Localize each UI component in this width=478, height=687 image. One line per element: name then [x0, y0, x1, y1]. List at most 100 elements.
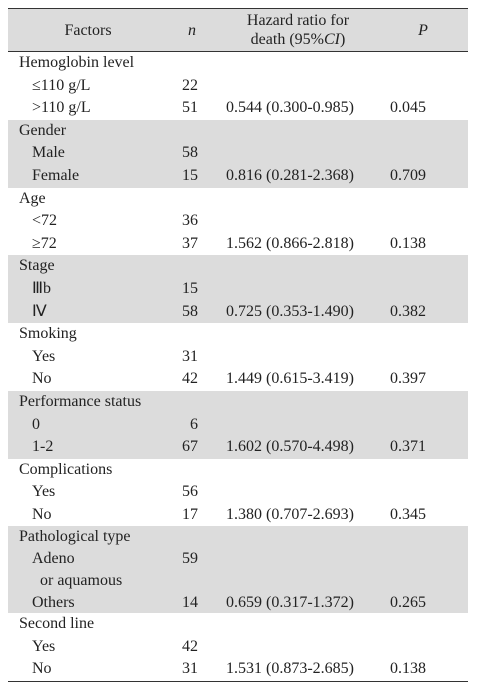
- row-p: 0.138: [390, 660, 426, 678]
- header-hr-close: ): [339, 31, 346, 48]
- row-label: Ⅲb: [32, 279, 52, 297]
- group-row: Complications: [8, 459, 468, 482]
- row-hazard-ratio: 1.531 (0.873-2.685): [226, 660, 354, 678]
- data-row: Yes 42: [8, 636, 468, 659]
- row-p: 0.709: [390, 166, 426, 184]
- data-row: 1-2 67 1.602 (0.570-4.498) 0.371: [8, 436, 468, 459]
- row-label: Adeno: [32, 550, 75, 568]
- row-label: Male: [32, 144, 65, 162]
- row-label: 1-2: [32, 438, 54, 456]
- group-title: Age: [19, 189, 46, 207]
- row-n: 56: [182, 483, 198, 501]
- row-p: 0.345: [390, 505, 426, 523]
- row-label: ≤110 g/L: [32, 76, 91, 94]
- data-row: Ⅳ 58 0.725 (0.353-1.490) 0.382: [8, 301, 468, 324]
- row-label: Ⅳ: [32, 302, 47, 320]
- group-title: Complications: [19, 460, 113, 478]
- row-group: Gender Male 58 Female 15 0.816 (0.281-2.368) 0…: [8, 119, 468, 188]
- data-row: Ⅲb 15: [8, 278, 468, 301]
- row-group: Performance status 0 6 1-2 67 1.602 (0.570-4.…: [8, 390, 468, 459]
- group-row: Performance status: [8, 391, 468, 414]
- row-hazard-ratio: 1.449 (0.615-3.419): [226, 370, 354, 388]
- data-row: No 17 1.380 (0.707-2.693) 0.345: [8, 504, 468, 527]
- row-label: No: [32, 370, 52, 388]
- row-label: Yes: [32, 347, 56, 365]
- row-n: 58: [182, 144, 198, 162]
- row-hazard-ratio: 1.562 (0.866-2.818): [226, 234, 354, 252]
- group-title: Second line: [19, 615, 95, 633]
- row-n: 36: [182, 212, 198, 230]
- group-title: Hemoglobin level: [19, 54, 135, 71]
- row-n: 58: [182, 302, 198, 320]
- data-row: No 42 1.449 (0.615-3.419) 0.397: [8, 368, 468, 391]
- group-row: Age: [8, 188, 468, 211]
- row-n: 59: [182, 550, 198, 568]
- data-row: Adeno 59: [8, 548, 468, 570]
- group-row: Pathological type: [8, 526, 468, 548]
- row-n: 31: [182, 660, 198, 678]
- header-hr: Hazard ratio for death (95%CI): [218, 11, 378, 49]
- data-row: Female 15 0.816 (0.281-2.368) 0.709: [8, 165, 468, 188]
- row-n: 67: [182, 438, 198, 456]
- row-label: 0: [32, 415, 40, 433]
- group-row: Hemoglobin level: [8, 52, 468, 75]
- row-n: 22: [182, 76, 198, 94]
- row-n: 42: [182, 370, 198, 388]
- data-row: Yes 31: [8, 346, 468, 369]
- row-label: ≥72: [32, 234, 57, 252]
- row-hazard-ratio: 0.659 (0.317-1.372): [226, 593, 354, 611]
- table-body: Hemoglobin level ≤110 g/L 22 >110 g/L 51 0.54…: [8, 52, 468, 682]
- group-title: Performance status: [19, 392, 142, 410]
- row-label: >110 g/L: [32, 99, 91, 117]
- row-n: 42: [182, 637, 198, 655]
- group-row: Stage: [8, 255, 468, 278]
- group-title: Stage: [19, 257, 55, 275]
- group-title: Gender: [19, 121, 67, 139]
- data-row: <72 36: [8, 210, 468, 233]
- row-hazard-ratio: 0.725 (0.353-1.490): [226, 302, 354, 320]
- row-label: Yes: [32, 483, 56, 501]
- row-p: 0.382: [390, 302, 426, 320]
- row-p: 0.371: [390, 438, 426, 456]
- row-hazard-ratio: 0.816 (0.281-2.368): [226, 166, 354, 184]
- data-row: ≥72 37 1.562 (0.866-2.818) 0.138: [8, 233, 468, 256]
- row-p: 0.265: [390, 593, 426, 611]
- data-row: ≤110 g/L 22: [8, 75, 468, 98]
- row-group: Hemoglobin level ≤110 g/L 22 >110 g/L 51 0.54…: [8, 52, 468, 120]
- header-p: P: [418, 22, 428, 39]
- row-n: 37: [182, 234, 198, 252]
- row-hazard-ratio: 1.602 (0.570-4.498): [226, 438, 354, 456]
- row-n: 17: [182, 505, 198, 523]
- row-p: 0.138: [390, 234, 426, 252]
- row-label: Yes: [32, 637, 56, 655]
- data-row: No 31 1.531 (0.873-2.685) 0.138: [8, 658, 468, 681]
- group-row: Smoking: [8, 323, 468, 346]
- row-label: No: [32, 505, 52, 523]
- header-factors: Factors: [64, 22, 112, 39]
- header-hr-ci: CI: [323, 31, 340, 48]
- row-group: Complications Yes 56 No 17 1.380 (0.707-2.693…: [8, 459, 468, 527]
- group-row: Second line: [8, 613, 468, 636]
- row-group: Age <72 36 ≥72 37 1.562 (0.866-2.818) 0.138: [8, 188, 468, 256]
- header-row: Factors n Hazard ratio for death (95%CI)…: [8, 8, 468, 52]
- row-n: 6: [190, 415, 198, 433]
- data-row: or aquamous: [8, 570, 468, 592]
- header-hr-line2: death (95%: [250, 31, 324, 48]
- data-row: Male 58: [8, 142, 468, 165]
- row-label: Others: [32, 593, 75, 611]
- header-n: n: [188, 22, 196, 39]
- row-label: No: [32, 660, 52, 678]
- row-n: 15: [182, 166, 198, 184]
- row-label: Female: [32, 166, 80, 184]
- group-row: Gender: [8, 120, 468, 143]
- group-title: Pathological type: [19, 528, 131, 546]
- row-group: Second line Yes 42 No 31 1.531 (0.873-2.685) 0…: [8, 613, 468, 681]
- data-row: Others 14 0.659 (0.317-1.372) 0.265: [8, 592, 468, 614]
- row-p: 0.397: [390, 370, 426, 388]
- group-title: Smoking: [19, 325, 77, 343]
- row-label: or aquamous: [40, 571, 123, 589]
- row-n: 15: [182, 279, 198, 297]
- row-n: 51: [182, 99, 198, 117]
- row-group: Stage Ⅲb 15 Ⅳ 58 0.725 (0.353-1.490) 0.382: [8, 255, 468, 324]
